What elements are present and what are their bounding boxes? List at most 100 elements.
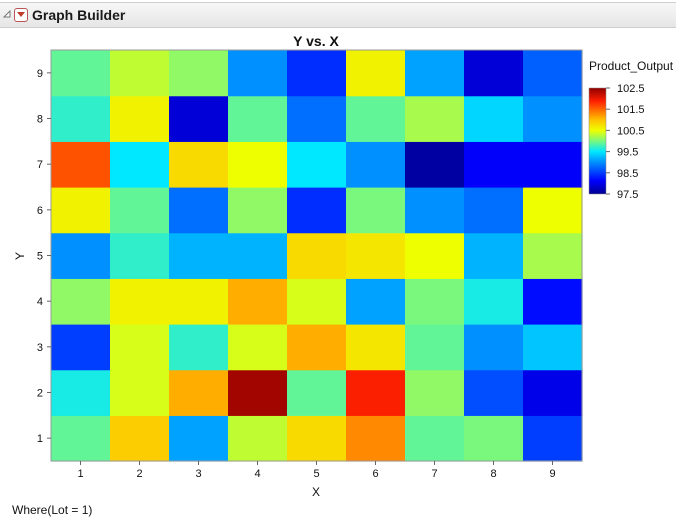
heatmap-cell <box>228 278 288 325</box>
heatmap-cell <box>405 187 465 234</box>
x-tick-label: 4 <box>254 468 260 480</box>
legend-tick-label: 99.5 <box>617 147 638 159</box>
y-tick-label: 3 <box>37 342 43 354</box>
heatmap-cell <box>228 415 288 462</box>
heatmap-cell <box>169 95 229 142</box>
heatmap-cell <box>287 50 347 97</box>
x-tick-label: 8 <box>490 468 496 480</box>
legend-tick-label: 100.5 <box>617 125 645 137</box>
red-triangle-menu-icon[interactable] <box>14 8 28 22</box>
legend-tick-label: 101.5 <box>617 104 645 116</box>
heatmap-cell <box>169 50 229 97</box>
heatmap-cell <box>464 324 524 371</box>
legend-tick-label: 102.5 <box>617 83 645 95</box>
y-tick-label: 9 <box>37 68 43 80</box>
heatmap-cell <box>228 50 288 97</box>
heatmap-cell <box>346 95 406 142</box>
heatmap-cell <box>464 415 524 462</box>
heatmap-cell <box>346 369 406 416</box>
y-tick-label: 7 <box>37 159 43 171</box>
legend-tick-label: 97.5 <box>617 189 638 201</box>
heatmap-cell <box>405 278 465 325</box>
x-tick-label: 2 <box>136 468 142 480</box>
heatmap-cell <box>228 187 288 234</box>
heatmap-cell <box>51 50 111 97</box>
heatmap-cell <box>405 369 465 416</box>
heatmap-cell <box>110 415 170 462</box>
heatmap-cell <box>169 187 229 234</box>
heatmap-cell <box>523 50 583 97</box>
heatmap-cell <box>169 278 229 325</box>
heatmap-cell <box>405 141 465 188</box>
x-tick-label: 1 <box>77 468 83 480</box>
heatmap-cell <box>51 415 111 462</box>
heatmap-cell <box>405 50 465 97</box>
heatmap-cell <box>523 278 583 325</box>
heatmap-cell <box>523 187 583 234</box>
heatmap-cell <box>169 232 229 279</box>
heatmap-cell <box>228 369 288 416</box>
heatmap-cell <box>110 95 170 142</box>
heatmap-cell <box>523 324 583 371</box>
heatmap-cell <box>287 415 347 462</box>
heatmap-cell <box>51 232 111 279</box>
heatmap-cell <box>464 141 524 188</box>
heatmap-cell <box>287 324 347 371</box>
heatmap-cell <box>464 278 524 325</box>
heatmap-cell <box>110 50 170 97</box>
legend-tick-label: 98.5 <box>617 168 638 180</box>
y-tick-label: 4 <box>37 296 43 308</box>
heatmap-cell <box>287 232 347 279</box>
heatmap-cell <box>51 324 111 371</box>
heatmap-cell <box>287 95 347 142</box>
x-tick-label: 7 <box>431 468 437 480</box>
legend: Product_Output 102.5 101.5 100.5 99.5 98.5 97… <box>588 59 674 201</box>
heatmap-cell <box>169 369 229 416</box>
heatmap-cell <box>346 232 406 279</box>
heatmap-cell <box>110 278 170 325</box>
heatmap-cell <box>110 187 170 234</box>
heatmap-cell <box>346 187 406 234</box>
heatmap-cell <box>523 232 583 279</box>
x-axis-label: X <box>312 485 320 499</box>
heatmap-cell <box>523 415 583 462</box>
heatmap-cell <box>464 95 524 142</box>
x-tick-label: 9 <box>549 468 555 480</box>
heatmap-cell <box>51 369 111 416</box>
heatmap-cell <box>287 369 347 416</box>
heatmap-cell <box>405 232 465 279</box>
heatmap-cell <box>464 50 524 97</box>
heatmap-cell <box>523 141 583 188</box>
heatmap-cell <box>464 187 524 234</box>
heatmap-cell <box>346 50 406 97</box>
heatmap-cell <box>51 278 111 325</box>
x-tick-label: 5 <box>313 468 319 480</box>
heatmap-cell <box>228 232 288 279</box>
heatmap-cell <box>287 187 347 234</box>
heatmap-cell <box>169 324 229 371</box>
heatmap-cell <box>464 232 524 279</box>
y-tick-label: 5 <box>37 251 43 263</box>
heatmap-cell <box>228 324 288 371</box>
heatmap-cell <box>169 141 229 188</box>
outline-header: Graph Builder <box>0 2 676 28</box>
y-axis-label: Y <box>13 252 27 260</box>
heatmap-cell <box>110 324 170 371</box>
chart-title: Y vs. X <box>293 33 339 49</box>
heatmap-cell <box>346 278 406 325</box>
heatmap-cell <box>464 369 524 416</box>
heatmap-cell <box>523 369 583 416</box>
x-tick-label: 3 <box>195 468 201 480</box>
legend-title: Product_Output <box>589 59 674 73</box>
where-clause: Where(Lot = 1) <box>12 503 93 517</box>
heatmap-cell <box>51 187 111 234</box>
heatmap-cell <box>287 141 347 188</box>
heatmap-cell <box>346 324 406 371</box>
disclosure-triangle-icon[interactable] <box>3 10 11 18</box>
heatmap-cell <box>405 95 465 142</box>
y-tick-label: 2 <box>37 388 43 400</box>
y-tick-label: 6 <box>37 205 43 217</box>
y-tick-label: 1 <box>37 433 43 445</box>
heatmap-cell <box>110 232 170 279</box>
